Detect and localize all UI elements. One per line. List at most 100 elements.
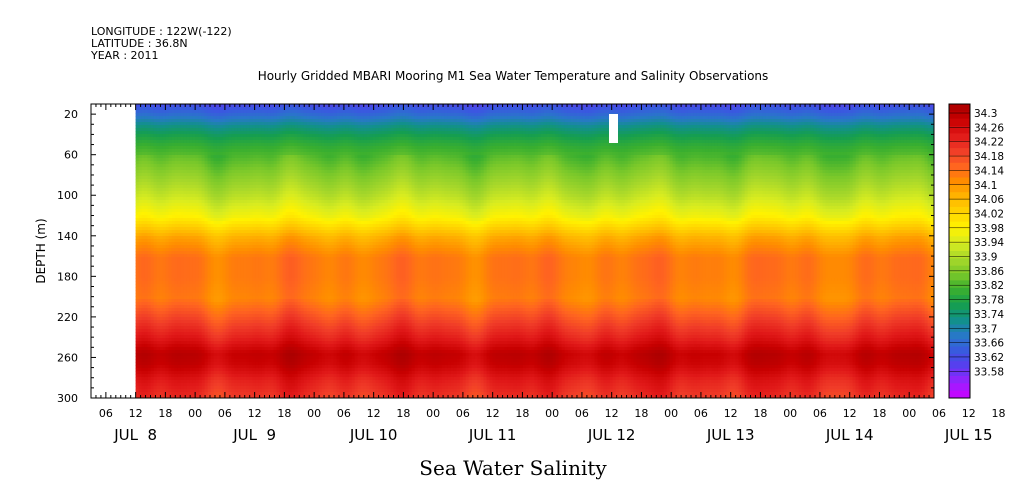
x-axis-ticks xyxy=(90,104,935,398)
colorbar-band xyxy=(949,251,970,259)
y-tick-label: 180 xyxy=(57,270,78,283)
colorbar-band xyxy=(949,206,970,215)
x-hour-label: 06 xyxy=(575,407,589,420)
colorbar-band xyxy=(949,265,970,274)
x-hour-label: 00 xyxy=(783,407,797,420)
y-tick-label: 60 xyxy=(64,149,78,162)
x-day-label: JUL 15 xyxy=(944,426,993,444)
x-hour-label: 06 xyxy=(694,407,708,420)
colorbar-label: 34.06 xyxy=(974,194,1004,206)
colorbar-label: 33.62 xyxy=(974,352,1004,364)
x-hour-label: 00 xyxy=(545,407,559,420)
colorbar-label: 34.3 xyxy=(974,108,997,120)
x-hour-label: 12 xyxy=(962,407,976,420)
colorbar-frame xyxy=(948,103,971,399)
colorbar-label: 34.1 xyxy=(974,180,997,192)
colorbar-band xyxy=(949,140,970,149)
colorbar-band xyxy=(949,273,970,281)
x-day-label: JUL 12 xyxy=(587,426,636,444)
colorbar-band xyxy=(949,111,970,120)
x-axis-title: Sea Water Salinity xyxy=(419,456,607,480)
no-data-region xyxy=(91,104,128,398)
colorbar-band xyxy=(949,228,970,237)
longitude-label: LONGITUDE : 122W(-122) xyxy=(91,25,232,38)
colorbar-band xyxy=(949,375,970,384)
y-tick-label: 140 xyxy=(57,230,78,243)
colorbar-band xyxy=(949,331,970,340)
colorbar-label: 34.22 xyxy=(974,137,1004,149)
x-hour-label: 00 xyxy=(664,407,678,420)
colorbar-label: 33.98 xyxy=(974,223,1004,235)
colorbar-band xyxy=(949,295,970,303)
x-hour-label: 06 xyxy=(932,407,946,420)
colorbar-band xyxy=(949,118,970,127)
colorbar-band xyxy=(949,155,970,164)
x-hour-label: 06 xyxy=(456,407,470,420)
x-hour-label: 00 xyxy=(188,407,202,420)
x-day-label: JUL 11 xyxy=(468,426,517,444)
colorbar-label: 33.58 xyxy=(974,366,1004,378)
colorbar-band xyxy=(949,162,970,171)
colorbar-label: 33.78 xyxy=(974,295,1004,307)
colorbar-band xyxy=(949,339,970,348)
x-day-label: JUL 14 xyxy=(825,426,874,444)
x-hour-label: 18 xyxy=(515,407,529,420)
colorbar-band xyxy=(949,368,970,377)
colorbar-band xyxy=(949,243,970,252)
x-hour-label: 06 xyxy=(218,407,232,420)
colorbar-band xyxy=(949,302,970,311)
y-tick-label: 20 xyxy=(64,108,78,121)
colorbar-label: 33.86 xyxy=(974,266,1004,278)
colorbar-label: 34.14 xyxy=(974,165,1004,177)
colorbar-band xyxy=(949,148,970,156)
colorbar-band xyxy=(949,221,970,230)
y-tick-label: 300 xyxy=(57,392,78,405)
x-hour-label: 18 xyxy=(991,407,1005,420)
colorbar-label: 33.9 xyxy=(974,252,997,264)
colorbar-label: 33.7 xyxy=(974,323,997,335)
colorbar-label: 34.26 xyxy=(974,122,1004,134)
colorbar-label: 33.66 xyxy=(974,338,1004,350)
year-label: YEAR : 2011 xyxy=(90,49,159,62)
y-tick-label: 220 xyxy=(57,311,78,324)
colorbar-band xyxy=(949,199,970,208)
colorbar-band xyxy=(949,236,970,245)
x-hour-label: 00 xyxy=(426,407,440,420)
x-hour-label: 06 xyxy=(99,407,113,420)
x-day-label: JUL 13 xyxy=(706,426,755,444)
x-hour-label: 18 xyxy=(158,407,172,420)
x-hour-labels: 06 12 18 00 06 12 18 00 06 12 18 00 06 12 18 00 06 12 18 00… xyxy=(99,407,1006,420)
x-hour-label: 00 xyxy=(307,407,321,420)
colorbar-band xyxy=(949,133,970,142)
colorbar-label: 33.74 xyxy=(974,309,1004,321)
x-day-label: JUL 10 xyxy=(349,426,398,444)
colorbar-band xyxy=(949,353,970,362)
colorbar-label: 34.02 xyxy=(974,208,1004,220)
x-hour-label: 12 xyxy=(367,407,381,420)
x-hour-label: 18 xyxy=(872,407,886,420)
salinity-heatmap xyxy=(135,104,934,398)
colorbar-band xyxy=(949,317,970,325)
y-tick-label: 260 xyxy=(57,351,78,364)
x-hour-label: 12 xyxy=(129,407,143,420)
x-day-labels: JUL 8 JUL 9 JUL 10 JUL 11 JUL 12 JUL 13 JUL 14… xyxy=(113,426,992,444)
colorbar-band xyxy=(949,390,970,399)
x-hour-label: 18 xyxy=(277,407,291,420)
colorbar-label: 34.18 xyxy=(974,151,1004,163)
y-tick-label: 100 xyxy=(57,189,78,202)
colorbar-band xyxy=(949,287,970,296)
x-hour-label: 18 xyxy=(634,407,648,420)
x-hour-label: 12 xyxy=(486,407,500,420)
x-hour-label: 12 xyxy=(843,407,857,420)
colorbar-band xyxy=(949,346,970,355)
colorbar: 34.3 34.26 34.22 34.18 34.14 34.1 34.06 34.02 33… xyxy=(948,103,1004,399)
x-hour-label: 18 xyxy=(396,407,410,420)
data-gap-marker xyxy=(609,114,618,143)
x-hour-label: 18 xyxy=(753,407,767,420)
colorbar-band xyxy=(949,280,970,289)
x-hour-label: 06 xyxy=(337,407,351,420)
x-day-label: JUL 9 xyxy=(232,426,276,444)
latitude-label: LATITUDE : 36.8N xyxy=(91,37,188,50)
colorbar-label: 33.82 xyxy=(974,280,1004,292)
